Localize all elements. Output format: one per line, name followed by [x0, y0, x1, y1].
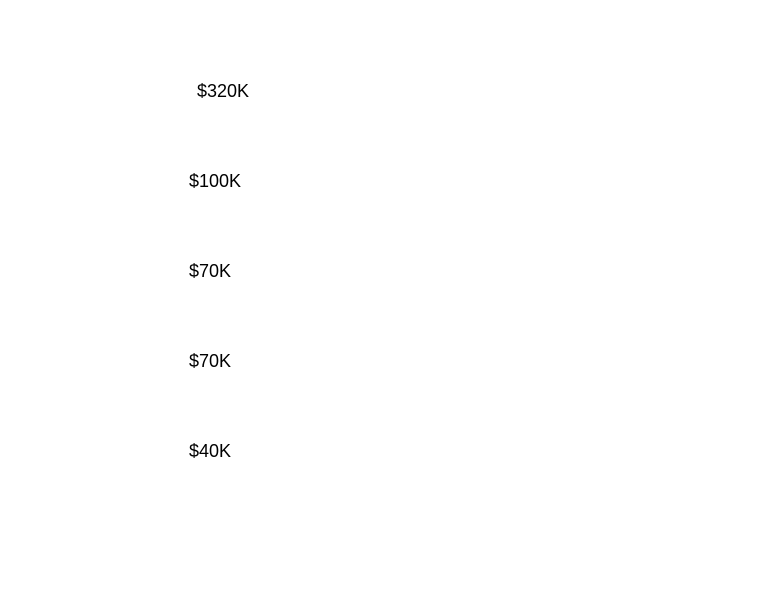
value-label-4: $70K	[189, 351, 232, 371]
value-label-2: $100K	[189, 171, 242, 191]
value-label-5: $40K	[189, 441, 232, 461]
value-label-3: $70K	[189, 261, 232, 281]
value-label-1: $320K	[197, 81, 250, 101]
